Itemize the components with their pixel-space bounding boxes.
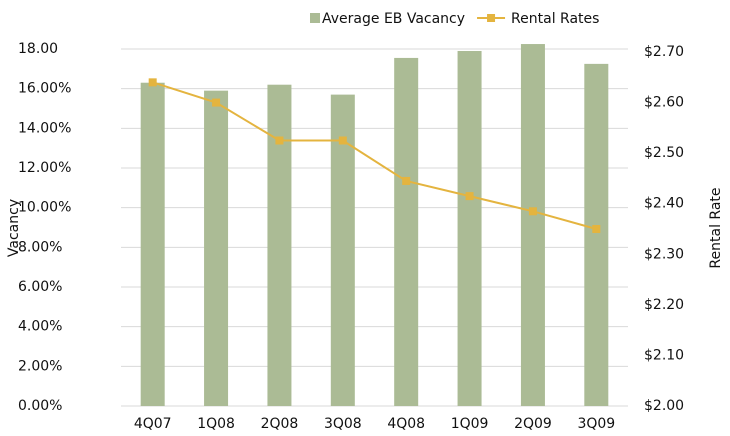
y-tick-label: 8.00% — [18, 239, 62, 255]
x-tick-label: 3Q09 — [577, 416, 615, 432]
legend-label: Average EB Vacancy — [322, 11, 465, 27]
x-tick-label: 2Q09 — [514, 416, 552, 432]
line-marker — [528, 207, 537, 216]
bar — [140, 82, 165, 406]
y2-tick-label: $2.70 — [644, 44, 684, 60]
line-marker — [402, 176, 411, 185]
y2-tick-label: $2.00 — [644, 398, 684, 414]
line-marker — [338, 136, 347, 145]
line — [152, 81, 597, 230]
bar — [394, 57, 419, 407]
x-tick-label: 4Q07 — [134, 416, 172, 432]
y-tick-label: 4.00% — [18, 319, 62, 335]
y2-tick-label: $2.60 — [644, 95, 684, 111]
x-tick-label: 1Q09 — [451, 416, 489, 432]
bar — [457, 50, 482, 406]
line-marker — [275, 136, 284, 145]
y2-tick-label: $2.40 — [644, 196, 684, 212]
y-tick-label: 12.00% — [18, 160, 71, 176]
y-axis-title: Vacancy — [6, 199, 22, 257]
legend-label: Rental Rates — [511, 11, 599, 27]
line-marker — [592, 225, 601, 233]
bar — [520, 44, 545, 407]
y2-tick-label: $2.50 — [644, 145, 684, 161]
y-tick-label: 0.00% — [18, 398, 62, 414]
y-tick-label: 2.00% — [18, 358, 62, 374]
x-tick-label: 3Q08 — [324, 416, 362, 432]
line-marker — [148, 78, 157, 87]
line-marker — [465, 192, 474, 201]
bar — [584, 63, 609, 406]
y2-tick-label: $2.20 — [644, 297, 684, 313]
y-tick-label: 10.00% — [18, 200, 71, 216]
bar — [267, 84, 292, 406]
y2-axis-title: Rental Rate — [708, 187, 724, 268]
y2-tick-label: $2.10 — [644, 347, 684, 363]
y-tick-label: 16.00% — [18, 81, 71, 97]
y2-tick-label: $2.30 — [644, 246, 684, 262]
x-tick-label: 1Q08 — [197, 416, 235, 432]
legend-swatch — [310, 13, 320, 23]
line-marker — [212, 98, 221, 107]
legend-swatch — [487, 14, 496, 22]
y-tick-label: 18.00 — [18, 41, 58, 57]
y-tick-label: 6.00% — [18, 279, 62, 295]
x-tick-label: 4Q08 — [387, 416, 425, 432]
bar — [204, 90, 229, 407]
x-tick-label: 2Q08 — [261, 416, 299, 432]
y-tick-label: 14.00% — [18, 120, 71, 136]
